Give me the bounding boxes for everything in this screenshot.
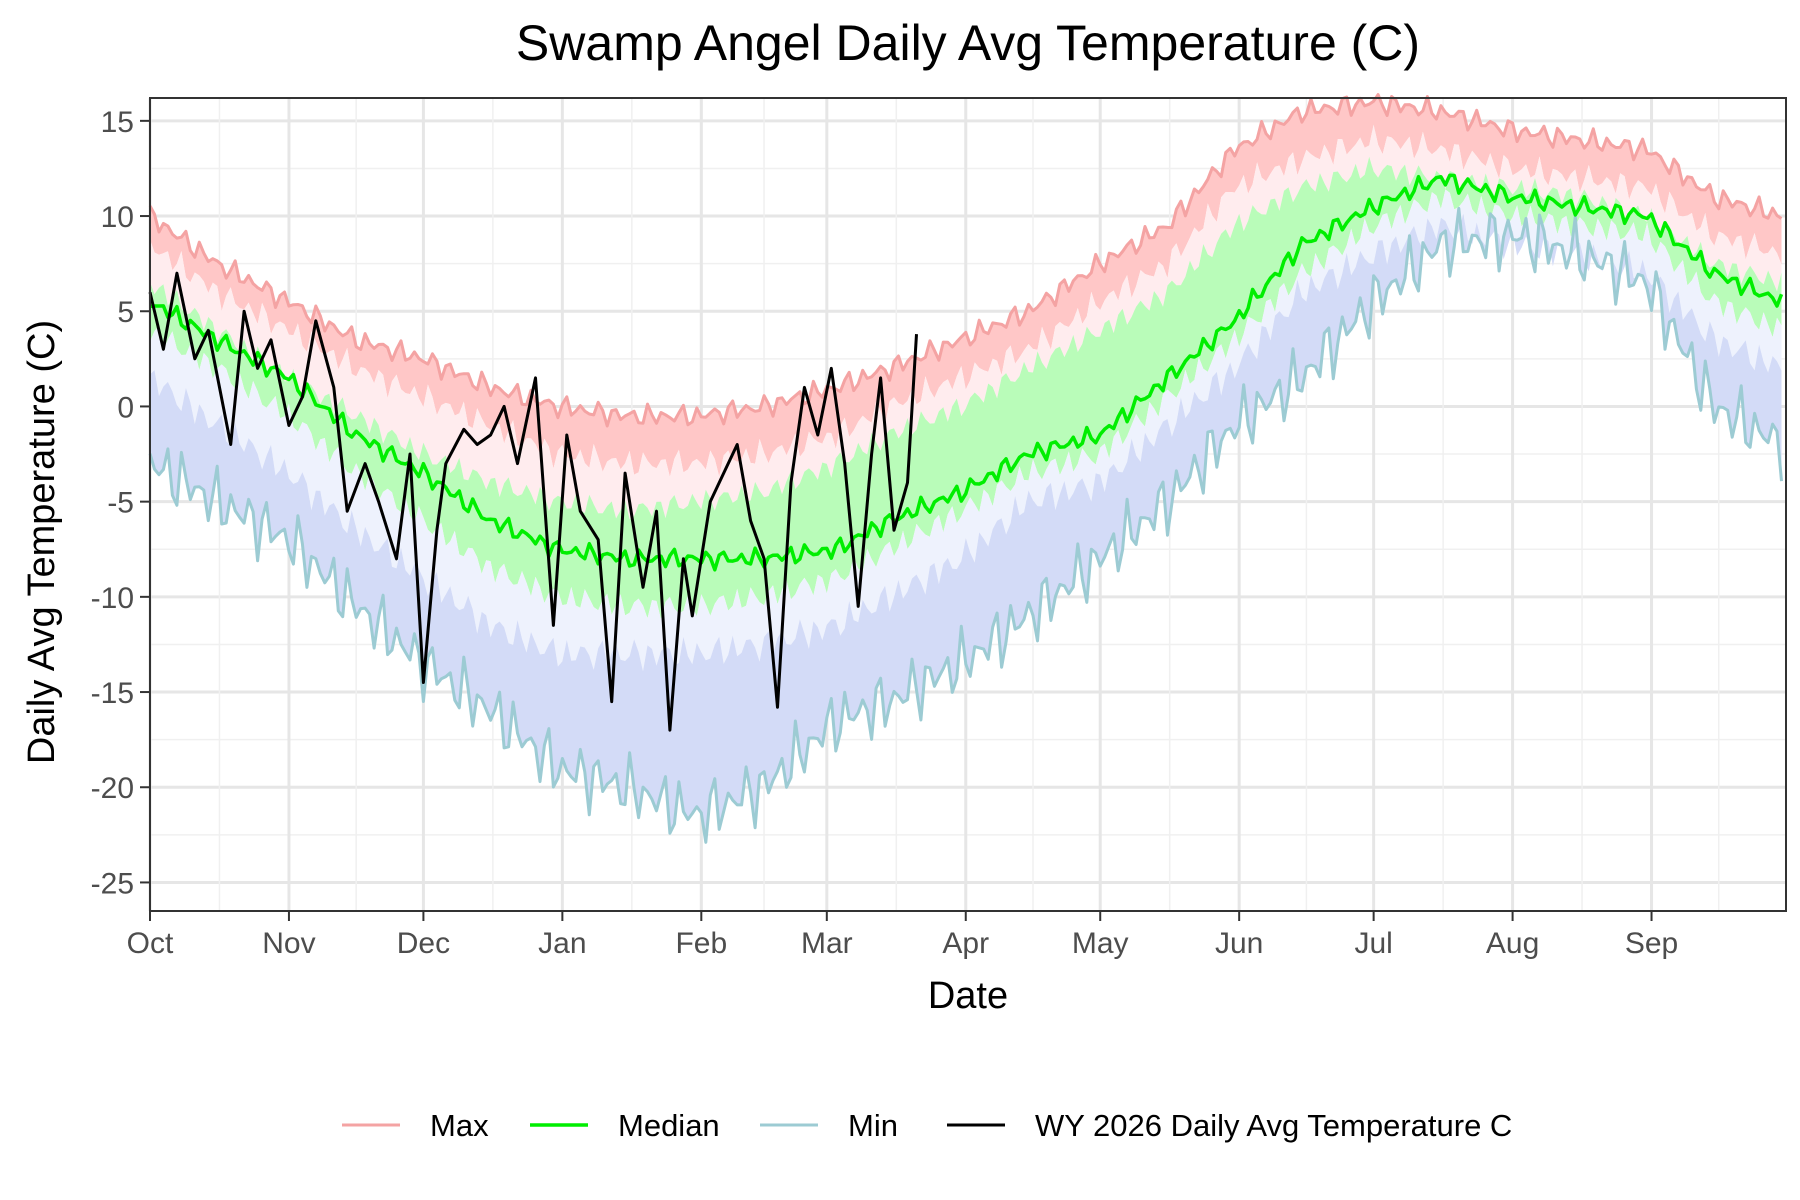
legend: Max Median Min WY 2026 Daily Avg Temperatur… bbox=[342, 1108, 1512, 1143]
band-q40-q25 bbox=[150, 189, 1782, 672]
y-tick-label: -5 bbox=[107, 487, 134, 520]
legend-label-median: Median bbox=[618, 1108, 720, 1143]
y-axis: 15 10 5 0 -5 -10 -15 -20 -25 bbox=[91, 106, 150, 900]
max-line bbox=[148, 93, 1783, 428]
plot-border bbox=[149, 97, 1787, 912]
percentile-bands bbox=[150, 94, 1782, 843]
x-tick-label: Nov bbox=[262, 927, 315, 960]
median-line bbox=[149, 173, 1784, 572]
x-tick-label: Oct bbox=[127, 927, 174, 960]
x-axis-title: Date bbox=[928, 975, 1008, 1017]
x-tick-label: Sep bbox=[1625, 927, 1678, 960]
legend-item-min: Min bbox=[760, 1108, 898, 1143]
legend-label-max: Max bbox=[430, 1108, 489, 1143]
y-tick-label: -20 bbox=[91, 772, 134, 805]
y-tick-label: 10 bbox=[101, 201, 134, 234]
x-tick-label: Feb bbox=[675, 927, 727, 960]
legend-item-median: Median bbox=[530, 1108, 720, 1143]
y-tick-label: -15 bbox=[91, 677, 134, 710]
chart-title: Swamp Angel Daily Avg Temperature (C) bbox=[516, 15, 1420, 71]
wy2026-line bbox=[148, 271, 918, 732]
x-tick-label: Mar bbox=[801, 927, 853, 960]
x-tick-label: Dec bbox=[397, 927, 450, 960]
legend-label-min: Min bbox=[848, 1108, 898, 1143]
x-tick-label: Jun bbox=[1215, 927, 1263, 960]
y-tick-label: 15 bbox=[101, 106, 134, 139]
x-tick-label: May bbox=[1072, 927, 1129, 960]
y-axis-title: Daily Avg Temperature (C) bbox=[21, 320, 63, 764]
x-tick-label: Aug bbox=[1486, 927, 1539, 960]
y-tick-label: -25 bbox=[91, 867, 134, 900]
x-tick-label: Jan bbox=[538, 927, 586, 960]
y-tick-label: 5 bbox=[117, 296, 134, 329]
legend-item-max: Max bbox=[342, 1108, 489, 1143]
x-axis: Oct Nov Dec Jan Feb Mar Apr May Jun Jul Aug Sep bbox=[127, 911, 1678, 960]
legend-item-wy2026: WY 2026 Daily Avg Temperature C bbox=[947, 1108, 1512, 1143]
y-tick-label: -10 bbox=[91, 582, 134, 615]
y-tick-label: 0 bbox=[117, 391, 134, 424]
legend-label-wy2026: WY 2026 Daily Avg Temperature C bbox=[1035, 1108, 1512, 1143]
x-tick-label: Apr bbox=[942, 927, 989, 960]
band-q25-min bbox=[150, 208, 1782, 843]
series-lines bbox=[148, 93, 1784, 844]
min-line bbox=[148, 206, 1783, 844]
plot-panel bbox=[148, 93, 1787, 912]
x-tick-label: Jul bbox=[1354, 927, 1392, 960]
band-q60-q40 bbox=[150, 156, 1782, 620]
